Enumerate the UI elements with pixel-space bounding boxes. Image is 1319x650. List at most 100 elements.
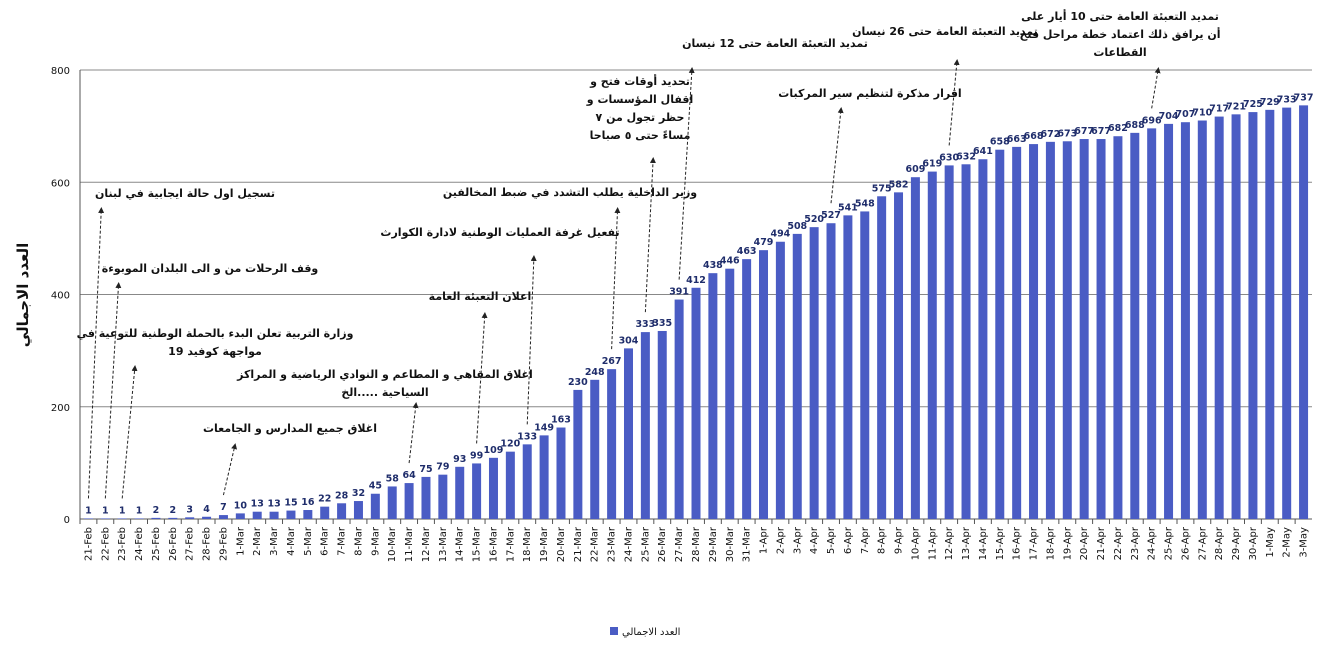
x-tick-label: 12-Apr bbox=[944, 526, 955, 560]
x-tick-label: 14-Apr bbox=[978, 526, 989, 560]
value-label: 64 bbox=[402, 470, 416, 481]
bar bbox=[978, 159, 988, 519]
annotation-text: تفعيل غرفة العمليات الوطنية لادارة الكوا… bbox=[380, 226, 619, 239]
x-tick-label: 22-Apr bbox=[1113, 526, 1124, 560]
x-tick-label: 23-Mar bbox=[607, 526, 618, 562]
x-tick-label: 9-Mar bbox=[370, 526, 381, 556]
value-label: 4 bbox=[203, 504, 210, 515]
value-label: 120 bbox=[500, 439, 520, 450]
value-label: 494 bbox=[770, 229, 790, 240]
bar bbox=[472, 463, 482, 519]
annotation-text: اغلاق جميع المدارس و الجامعات bbox=[203, 422, 377, 435]
x-tick-label: 3-Mar bbox=[269, 526, 280, 556]
annotation-arrow bbox=[476, 312, 488, 444]
bar bbox=[657, 330, 667, 519]
x-tick-label: 30-Mar bbox=[725, 526, 736, 562]
value-label: 508 bbox=[787, 221, 807, 232]
x-tick-label: 31-Mar bbox=[742, 526, 753, 562]
x-tick-label: 13-Mar bbox=[438, 526, 449, 562]
x-tick-label: 30-Apr bbox=[1248, 526, 1259, 560]
bar bbox=[522, 444, 532, 519]
value-label: 79 bbox=[436, 462, 449, 473]
annotation-arrow bbox=[830, 107, 844, 204]
legend-swatch bbox=[610, 627, 618, 635]
x-tick-label: 29-Apr bbox=[1231, 526, 1242, 560]
annotation-text: تمديد التعبئة العامة حتى 12 نيسان bbox=[682, 37, 868, 50]
bar bbox=[370, 493, 380, 519]
y-axis-title: العدد الاجمالي bbox=[14, 243, 32, 347]
x-tick-label: 18-Apr bbox=[1045, 526, 1056, 560]
bar bbox=[944, 165, 954, 519]
value-label: 304 bbox=[619, 335, 639, 346]
bar bbox=[1113, 136, 1123, 520]
annotation-arrow bbox=[948, 59, 960, 146]
value-label: 2 bbox=[170, 505, 177, 516]
bar bbox=[1197, 120, 1207, 519]
annotation-text: أن يرافق ذلك اعتماد خطة مراحل فتح bbox=[1019, 27, 1220, 41]
value-label: 696 bbox=[1142, 115, 1162, 126]
value-label: 75 bbox=[419, 464, 432, 475]
bar bbox=[337, 503, 347, 519]
value-label: 707 bbox=[1176, 109, 1196, 120]
x-tick-label: 2-May bbox=[1282, 527, 1293, 558]
annotation-text: وزارة التربية تعلن البدء بالحملة الوطنية… bbox=[77, 327, 354, 340]
bar bbox=[1231, 114, 1241, 520]
annotation-arrow bbox=[121, 365, 138, 499]
bar bbox=[573, 389, 583, 519]
x-tick-label: 3-May bbox=[1299, 527, 1310, 558]
value-label: 28 bbox=[335, 490, 349, 501]
value-label: 2 bbox=[153, 505, 160, 516]
x-tick-label: 25-Apr bbox=[1164, 526, 1175, 560]
value-label: 248 bbox=[585, 367, 605, 378]
x-tick-label: 3-Apr bbox=[792, 526, 803, 554]
value-label: 10 bbox=[234, 500, 248, 511]
bar bbox=[1299, 105, 1309, 519]
bar bbox=[1214, 116, 1224, 520]
bar bbox=[235, 513, 245, 519]
bar bbox=[590, 379, 600, 519]
value-label: 1 bbox=[85, 505, 92, 516]
x-tick-label: 27-Feb bbox=[185, 527, 196, 561]
bar bbox=[910, 177, 920, 520]
x-tick-label: 1-Apr bbox=[759, 526, 770, 554]
x-tick-label: 21-Feb bbox=[83, 527, 94, 561]
bar bbox=[488, 457, 498, 519]
bar bbox=[826, 223, 836, 519]
x-tick-label: 5-Mar bbox=[303, 526, 314, 556]
bar bbox=[860, 211, 870, 519]
bar bbox=[387, 486, 397, 519]
x-tick-label: 20-Mar bbox=[556, 526, 567, 562]
bar bbox=[151, 517, 161, 519]
value-label: 1 bbox=[136, 505, 143, 516]
x-tick-label: 10-Apr bbox=[910, 526, 921, 560]
bar bbox=[1180, 122, 1190, 519]
x-tick-label: 15-Apr bbox=[995, 526, 1006, 560]
value-label: 1 bbox=[102, 505, 109, 516]
x-tick-label: 28-Apr bbox=[1214, 526, 1225, 560]
x-tick-label: 19-Mar bbox=[539, 526, 550, 562]
bar bbox=[1265, 109, 1275, 519]
x-tick-label: 6-Mar bbox=[320, 526, 331, 556]
value-label: 32 bbox=[352, 488, 365, 499]
value-label: 632 bbox=[956, 151, 976, 162]
value-label: 1 bbox=[119, 505, 126, 516]
value-label: 527 bbox=[821, 210, 841, 221]
x-tick-label: 12-Mar bbox=[421, 526, 432, 562]
value-label: 673 bbox=[1057, 128, 1077, 139]
x-tick-label: 9-Apr bbox=[894, 526, 905, 554]
x-tick-label: 21-Mar bbox=[573, 526, 584, 562]
annotation-text: تمديد التعبئة العامة حتى 10 أيار على bbox=[1021, 9, 1219, 23]
value-label: 733 bbox=[1277, 95, 1297, 106]
x-tick-label: 8-Apr bbox=[877, 526, 888, 554]
x-tick-label: 23-Feb bbox=[117, 527, 128, 561]
bar bbox=[1147, 128, 1157, 519]
annotation-arrow bbox=[644, 157, 656, 313]
bar bbox=[168, 517, 178, 519]
bar bbox=[792, 233, 802, 519]
bar bbox=[809, 227, 819, 519]
value-label: 641 bbox=[973, 146, 993, 157]
x-tick-label: 19-Apr bbox=[1062, 526, 1073, 560]
bar bbox=[286, 510, 296, 519]
x-tick-label: 26-Feb bbox=[168, 527, 179, 561]
bar bbox=[1248, 112, 1258, 519]
